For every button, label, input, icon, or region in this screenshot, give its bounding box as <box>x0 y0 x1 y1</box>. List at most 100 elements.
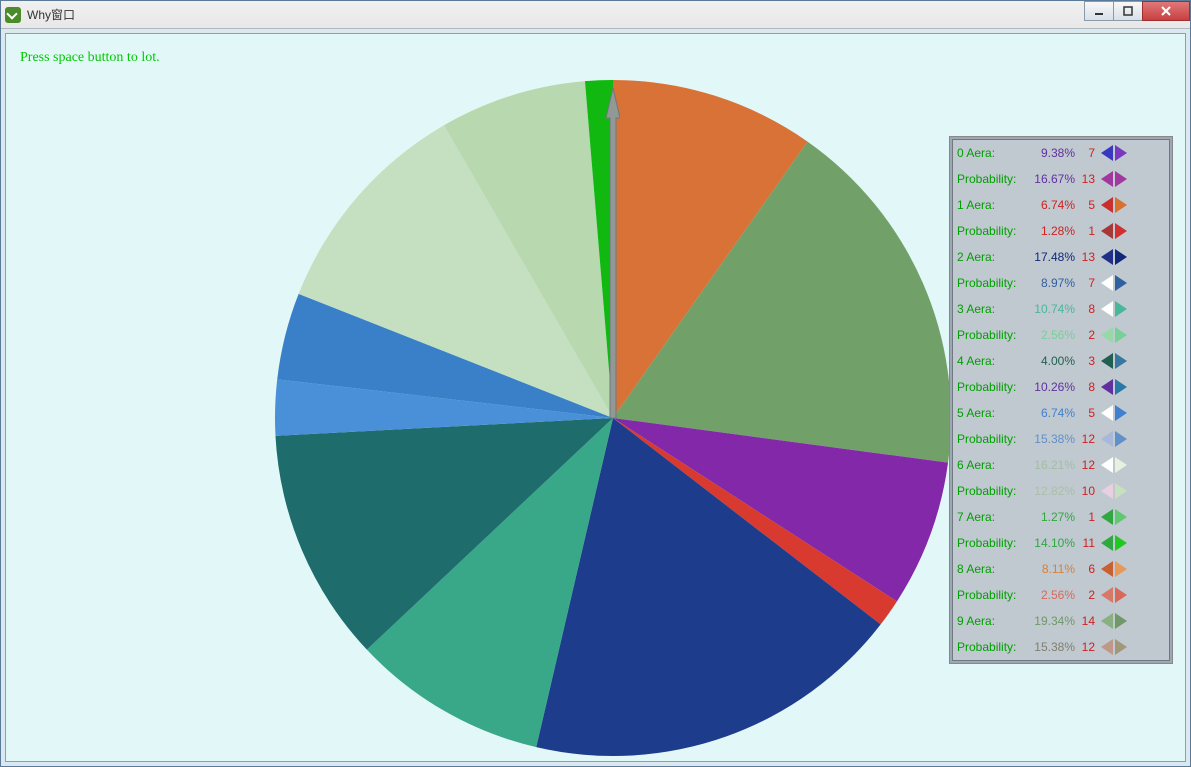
increase-button[interactable] <box>1115 483 1127 499</box>
increase-button[interactable] <box>1115 613 1127 629</box>
legend-arrows <box>1101 379 1127 395</box>
increase-button[interactable] <box>1115 301 1127 317</box>
legend-row: 3 Aera:10.74%8 <box>953 296 1169 322</box>
decrease-button[interactable] <box>1101 379 1113 395</box>
legend-row: 1 Aera:6.74%5 <box>953 192 1169 218</box>
legend-percent: 6.74% <box>1027 198 1079 212</box>
window-controls <box>1085 1 1190 21</box>
increase-button[interactable] <box>1115 535 1127 551</box>
decrease-button[interactable] <box>1101 249 1113 265</box>
close-button[interactable] <box>1142 1 1190 21</box>
legend-label: 1 Aera: <box>957 198 1027 212</box>
legend-count: 1 <box>1079 510 1101 524</box>
legend-arrows <box>1101 171 1127 187</box>
minimize-button[interactable] <box>1084 1 1114 21</box>
increase-button[interactable] <box>1115 275 1127 291</box>
decrease-button[interactable] <box>1101 561 1113 577</box>
legend-percent: 6.74% <box>1027 406 1079 420</box>
decrease-button[interactable] <box>1101 145 1113 161</box>
decrease-button[interactable] <box>1101 483 1113 499</box>
legend-row: 5 Aera:6.74%5 <box>953 400 1169 426</box>
legend-arrows <box>1101 327 1127 343</box>
legend-row: Probability:2.56%2 <box>953 582 1169 608</box>
increase-button[interactable] <box>1115 353 1127 369</box>
decrease-button[interactable] <box>1101 301 1113 317</box>
legend-label: Probability: <box>957 588 1027 602</box>
legend-arrows <box>1101 483 1127 499</box>
legend-arrows <box>1101 561 1127 577</box>
increase-button[interactable] <box>1115 145 1127 161</box>
decrease-button[interactable] <box>1101 223 1113 239</box>
close-icon <box>1160 5 1172 17</box>
legend-count: 12 <box>1079 640 1101 654</box>
legend-arrows <box>1101 457 1127 473</box>
decrease-button[interactable] <box>1101 353 1113 369</box>
legend-percent: 19.34% <box>1027 614 1079 628</box>
decrease-button[interactable] <box>1101 639 1113 655</box>
decrease-button[interactable] <box>1101 431 1113 447</box>
increase-button[interactable] <box>1115 197 1127 213</box>
decrease-button[interactable] <box>1101 613 1113 629</box>
legend-percent: 16.21% <box>1027 458 1079 472</box>
decrease-button[interactable] <box>1101 275 1113 291</box>
decrease-button[interactable] <box>1101 327 1113 343</box>
minimize-icon <box>1094 6 1104 16</box>
decrease-button[interactable] <box>1101 587 1113 603</box>
legend-arrows <box>1101 535 1127 551</box>
decrease-button[interactable] <box>1101 405 1113 421</box>
increase-button[interactable] <box>1115 561 1127 577</box>
legend-count: 7 <box>1079 276 1101 290</box>
legend-label: 8 Aera: <box>957 562 1027 576</box>
legend-arrows <box>1101 639 1127 655</box>
legend-arrows <box>1101 249 1127 265</box>
legend-row: Probability:12.82%10 <box>953 478 1169 504</box>
legend-count: 8 <box>1079 380 1101 394</box>
legend-count: 5 <box>1079 406 1101 420</box>
decrease-button[interactable] <box>1101 457 1113 473</box>
legend-row: Probability:1.28%1 <box>953 218 1169 244</box>
legend-row: Probability:8.97%7 <box>953 270 1169 296</box>
legend-percent: 15.38% <box>1027 432 1079 446</box>
legend-percent: 12.82% <box>1027 484 1079 498</box>
increase-button[interactable] <box>1115 509 1127 525</box>
legend-label: 5 Aera: <box>957 406 1027 420</box>
decrease-button[interactable] <box>1101 171 1113 187</box>
legend-label: Probability: <box>957 224 1027 238</box>
increase-button[interactable] <box>1115 327 1127 343</box>
legend-label: Probability: <box>957 432 1027 446</box>
legend-count: 8 <box>1079 302 1101 316</box>
legend-arrows <box>1101 509 1127 525</box>
legend-count: 6 <box>1079 562 1101 576</box>
legend-row: 0 Aera:9.38%7 <box>953 140 1169 166</box>
legend-percent: 8.11% <box>1027 562 1079 576</box>
legend-label: 7 Aera: <box>957 510 1027 524</box>
increase-button[interactable] <box>1115 223 1127 239</box>
increase-button[interactable] <box>1115 379 1127 395</box>
legend-label: 0 Aera: <box>957 146 1027 160</box>
legend-label: 6 Aera: <box>957 458 1027 472</box>
legend-row: 6 Aera:16.21%12 <box>953 452 1169 478</box>
legend-percent: 17.48% <box>1027 250 1079 264</box>
increase-button[interactable] <box>1115 249 1127 265</box>
increase-button[interactable] <box>1115 587 1127 603</box>
decrease-button[interactable] <box>1101 197 1113 213</box>
decrease-button[interactable] <box>1101 509 1113 525</box>
legend-arrows <box>1101 613 1127 629</box>
increase-button[interactable] <box>1115 457 1127 473</box>
legend-panel: 0 Aera:9.38%7Probability:16.67%131 Aera:… <box>949 136 1173 664</box>
legend-percent: 2.56% <box>1027 328 1079 342</box>
increase-button[interactable] <box>1115 639 1127 655</box>
legend-label: Probability: <box>957 172 1027 186</box>
legend-percent: 4.00% <box>1027 354 1079 368</box>
legend-row: 7 Aera:1.27%1 <box>953 504 1169 530</box>
increase-button[interactable] <box>1115 431 1127 447</box>
maximize-button[interactable] <box>1113 1 1143 21</box>
legend-count: 12 <box>1079 432 1101 446</box>
decrease-button[interactable] <box>1101 535 1113 551</box>
maximize-icon <box>1123 6 1133 16</box>
legend-percent: 14.10% <box>1027 536 1079 550</box>
increase-button[interactable] <box>1115 405 1127 421</box>
legend-label: Probability: <box>957 380 1027 394</box>
increase-button[interactable] <box>1115 171 1127 187</box>
legend-row: 8 Aera:8.11%6 <box>953 556 1169 582</box>
